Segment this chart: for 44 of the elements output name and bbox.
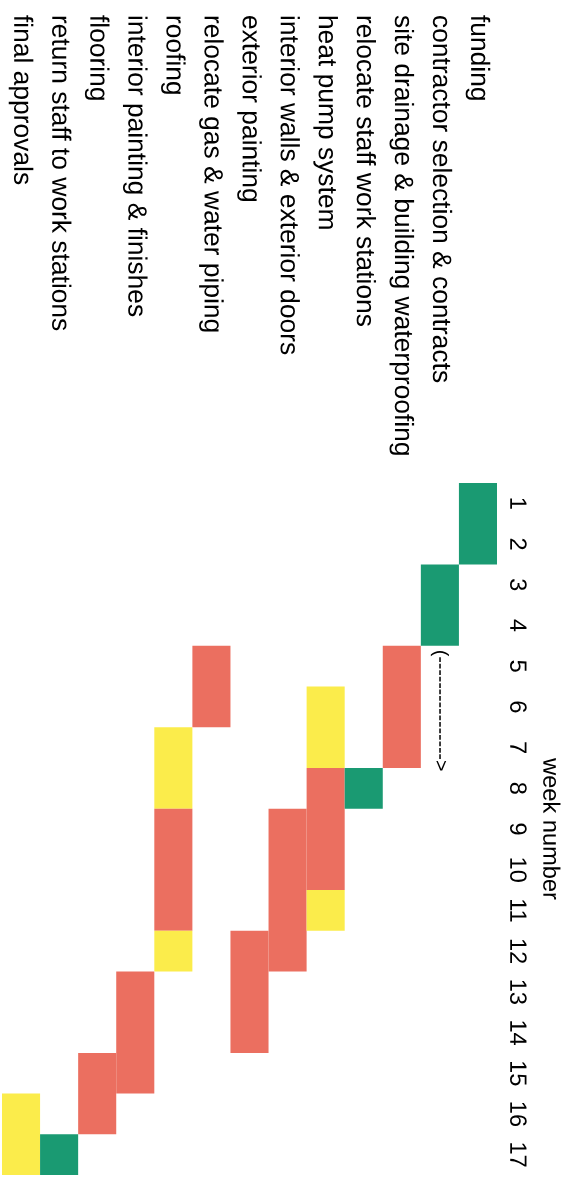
bar: [154, 727, 193, 809]
bar: [2, 1093, 41, 1175]
x-tick-label: final approvals: [8, 15, 34, 185]
y-tick-label: 3: [510, 579, 527, 591]
bar: [420, 564, 459, 646]
x-tick-label: roofing: [161, 16, 186, 94]
bar: [40, 1134, 79, 1175]
y-axis-title: week number: [543, 758, 561, 900]
y-tick-label: 4: [510, 619, 527, 632]
y-tick-label: 2: [510, 538, 527, 550]
y-tick-label: 1: [510, 498, 527, 509]
bar: [306, 686, 345, 768]
bar: [192, 645, 231, 728]
x-tick-label: relocate staff work stations: [356, 16, 377, 326]
y-tick-label: 10: [510, 858, 527, 882]
x-tick-label: site drainage & building waterproofing: [389, 15, 415, 455]
x-tick-label: exterior painting: [237, 16, 262, 202]
x-tick-label: relocate gas & water piping: [199, 16, 224, 332]
bar: [306, 890, 345, 931]
y-tick-label: 7: [510, 742, 527, 753]
y-tick-label: 14: [510, 1021, 527, 1045]
bar: [382, 645, 421, 768]
bar: [458, 483, 497, 565]
y-tick-label: 13: [510, 980, 527, 1004]
x-tick-label: contractor selection & contracts: [432, 16, 453, 383]
y-tick-label: 17: [510, 1143, 527, 1167]
x-tick-label: heat pump system: [313, 16, 338, 229]
bar: [154, 808, 193, 931]
bar: [344, 767, 383, 809]
y-tick-label: 9: [510, 823, 527, 835]
annotation: (---------------->: [430, 651, 449, 771]
y-tick-label: 5: [510, 660, 527, 672]
y-tick-label: 8: [510, 782, 527, 794]
x-tick-label: interior walls & exterior doors: [280, 16, 300, 355]
bar: [154, 930, 193, 972]
x-tick-label: interior painting & finishes: [122, 16, 148, 317]
y-tick-label: 15: [510, 1061, 527, 1086]
x-tick-label: return staff to work stations: [52, 16, 72, 331]
x-tick-label: funding: [465, 15, 491, 100]
y-tick-label: 11: [510, 899, 527, 922]
y-tick-label: 6: [510, 701, 527, 713]
x-tick-label: flooring: [84, 15, 110, 100]
y-tick-label: 16: [510, 1102, 527, 1127]
y-tick-label: 12: [510, 939, 527, 964]
